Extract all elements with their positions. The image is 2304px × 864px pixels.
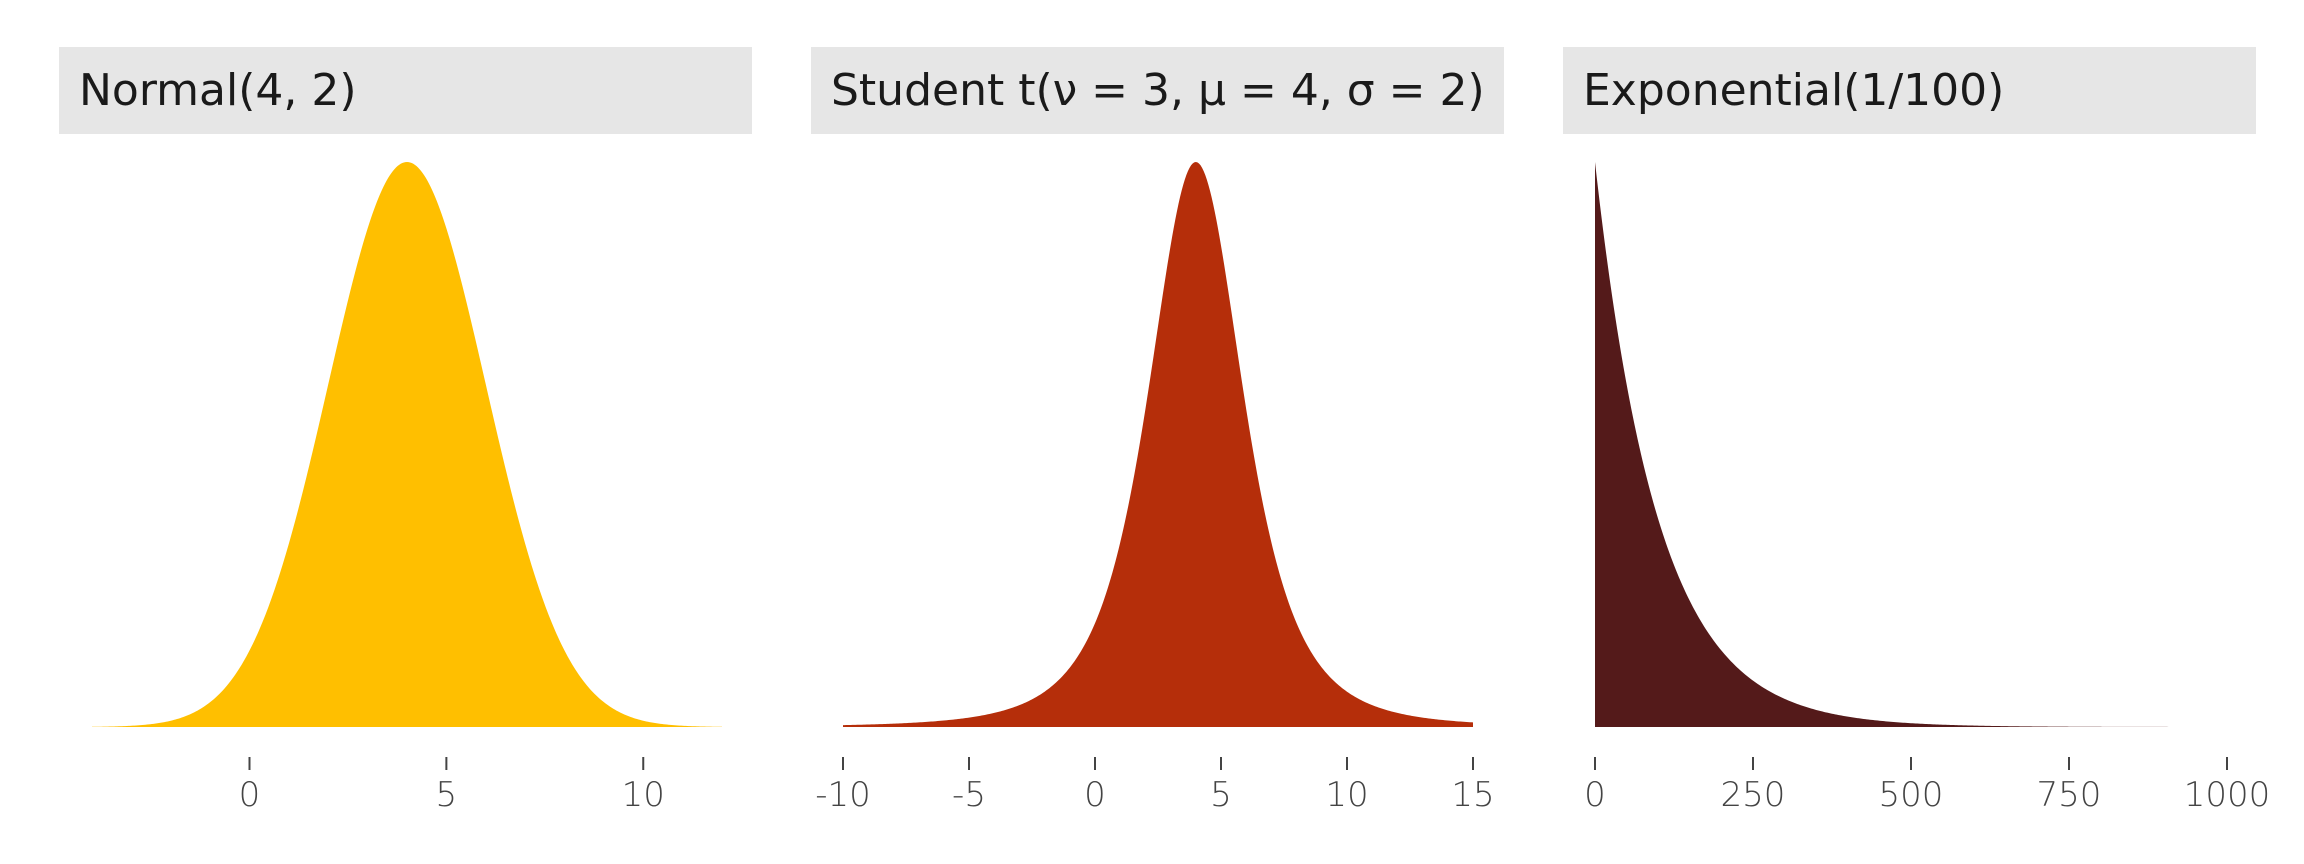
- x-tick-label-student-t-3: 5: [1210, 775, 1232, 815]
- density-area-student-t: [843, 162, 1473, 727]
- panel-title-bg-normal: [59, 47, 752, 134]
- x-tick-label-exponential-3: 750: [2037, 775, 2102, 815]
- panel-title-exponential: Exponential(1/100): [1583, 65, 2005, 116]
- panel-title-bg-student-t: [811, 47, 1504, 134]
- x-tick-label-exponential-1: 250: [1721, 775, 1786, 815]
- x-tick-label-student-t-1: -5: [952, 775, 986, 815]
- x-tick-label-student-t-2: 0: [1084, 775, 1106, 815]
- panel-title-bg-exponential: [1563, 47, 2256, 134]
- x-tick-label-normal-2: 10: [622, 775, 665, 815]
- x-tick-label-exponential-4: 1000: [2184, 775, 2271, 815]
- panel-title-student-t: Student t(ν = 3, μ = 4, σ = 2): [831, 65, 1485, 116]
- x-tick-label-exponential-0: 0: [1584, 775, 1606, 815]
- x-tick-label-exponential-2: 500: [1879, 775, 1944, 815]
- panel-title-normal: Normal(4, 2): [79, 65, 357, 116]
- density-area-normal: [92, 162, 722, 727]
- density-area-exponential: [1595, 162, 2227, 727]
- x-tick-label-student-t-4: 10: [1325, 775, 1368, 815]
- x-tick-label-normal-0: 0: [239, 775, 261, 815]
- x-tick-label-student-t-5: 15: [1451, 775, 1494, 815]
- x-tick-label-student-t-0: -10: [815, 775, 871, 815]
- x-tick-label-normal-1: 5: [436, 775, 458, 815]
